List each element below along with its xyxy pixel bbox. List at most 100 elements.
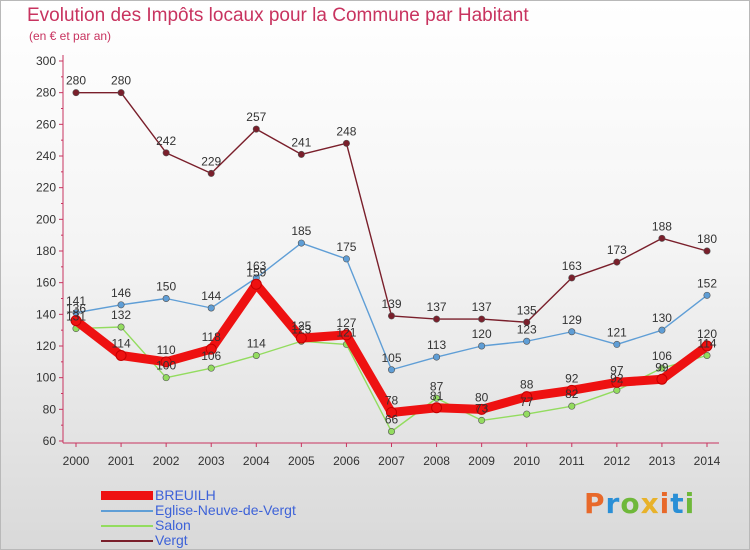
proxiti-logo: Proxiti bbox=[584, 487, 695, 520]
data-point bbox=[613, 386, 621, 394]
data-label: 136 bbox=[66, 302, 86, 316]
x-tick-label: 2013 bbox=[649, 454, 676, 468]
x-tick-label: 2003 bbox=[198, 454, 225, 468]
logo-letter: i bbox=[659, 487, 671, 520]
data-point bbox=[386, 407, 397, 418]
data-point bbox=[478, 342, 486, 350]
x-tick-label: 2005 bbox=[288, 454, 315, 468]
data-point bbox=[476, 403, 488, 415]
x-tick-label: 2000 bbox=[63, 454, 90, 468]
legend-item-vergt: Vergt bbox=[101, 533, 361, 548]
data-point bbox=[703, 291, 711, 299]
data-label: 280 bbox=[111, 74, 131, 88]
data-label: 125 bbox=[291, 319, 311, 333]
data-point bbox=[340, 329, 352, 341]
data-label: 127 bbox=[336, 316, 356, 330]
data-point bbox=[523, 337, 531, 345]
data-label: 163 bbox=[246, 259, 266, 273]
y-tick-label: 60 bbox=[43, 434, 57, 448]
chart-title: Evolution des Impôts locaux pour la Comm… bbox=[27, 5, 529, 26]
y-tick-label: 180 bbox=[36, 244, 56, 258]
data-point bbox=[207, 169, 215, 177]
data-point bbox=[568, 402, 576, 410]
data-point bbox=[613, 258, 621, 266]
data-label: 123 bbox=[291, 322, 311, 336]
data-label: 121 bbox=[336, 325, 356, 339]
data-point bbox=[568, 328, 576, 336]
x-tick-label: 2012 bbox=[604, 454, 631, 468]
data-label: 242 bbox=[156, 134, 176, 148]
y-tick-label: 300 bbox=[36, 54, 56, 68]
data-point bbox=[250, 278, 262, 290]
data-point bbox=[297, 239, 305, 247]
data-label: 87 bbox=[430, 379, 444, 393]
data-label: 229 bbox=[201, 154, 221, 168]
data-point bbox=[342, 255, 350, 263]
y-tick-label: 80 bbox=[43, 402, 57, 416]
data-label: 257 bbox=[246, 110, 266, 124]
data-label: 129 bbox=[562, 313, 582, 327]
data-point bbox=[568, 274, 576, 282]
data-label: 120 bbox=[697, 327, 717, 341]
data-point bbox=[433, 394, 441, 402]
data-label: 106 bbox=[201, 349, 221, 363]
logo-letter: P bbox=[584, 487, 606, 520]
y-tick-label: 260 bbox=[36, 117, 56, 131]
data-label: 248 bbox=[336, 124, 356, 138]
data-label: 175 bbox=[336, 240, 356, 254]
data-label: 280 bbox=[66, 74, 86, 88]
x-tick-label: 2004 bbox=[243, 454, 270, 468]
data-label: 141 bbox=[66, 294, 86, 308]
data-point bbox=[342, 139, 350, 147]
x-tick-label: 2006 bbox=[333, 454, 360, 468]
data-point bbox=[160, 356, 172, 368]
x-tick-label: 2001 bbox=[108, 454, 135, 468]
x-tick-label: 2007 bbox=[378, 454, 405, 468]
data-point bbox=[387, 312, 395, 320]
data-label: 144 bbox=[201, 289, 221, 303]
data-point bbox=[162, 294, 170, 302]
data-point bbox=[72, 89, 80, 97]
data-label: 92 bbox=[565, 371, 579, 385]
legend: BREUILH Eglise-Neuve-de-Vergt Salon Verg… bbox=[101, 488, 361, 548]
data-label: 97 bbox=[610, 363, 624, 377]
data-label: 78 bbox=[385, 394, 399, 408]
data-point bbox=[433, 315, 441, 323]
legend-label: Salon bbox=[155, 517, 191, 533]
legend-label: BREUILH bbox=[155, 487, 216, 503]
data-label: 123 bbox=[517, 322, 537, 336]
data-label: 131 bbox=[66, 310, 86, 324]
x-tick-label: 2011 bbox=[559, 454, 585, 468]
data-label: 99 bbox=[655, 360, 669, 374]
data-point bbox=[658, 326, 666, 334]
data-point bbox=[162, 374, 170, 382]
legend-item-breuilh: BREUILH bbox=[101, 488, 361, 503]
x-tick-label: 2002 bbox=[153, 454, 180, 468]
data-point bbox=[207, 304, 215, 312]
data-label: 88 bbox=[520, 378, 534, 392]
y-tick-label: 200 bbox=[36, 212, 56, 226]
data-label: 152 bbox=[697, 276, 717, 290]
data-label: 132 bbox=[111, 308, 131, 322]
legend-swatch bbox=[101, 540, 153, 542]
data-point bbox=[207, 364, 215, 372]
logo-letter: o bbox=[620, 487, 641, 520]
data-point bbox=[611, 376, 623, 388]
data-point bbox=[703, 247, 711, 255]
data-label: 139 bbox=[381, 297, 401, 311]
y-tick-label: 220 bbox=[36, 181, 56, 195]
data-label: 110 bbox=[157, 343, 176, 357]
x-tick-label: 2014 bbox=[694, 454, 721, 468]
data-label: 130 bbox=[652, 311, 672, 325]
data-point bbox=[117, 301, 125, 309]
data-point bbox=[431, 402, 443, 414]
data-label: 92 bbox=[610, 371, 624, 385]
legend-swatch bbox=[101, 510, 153, 512]
data-label: 241 bbox=[291, 135, 311, 149]
data-label: 105 bbox=[381, 351, 401, 365]
data-point bbox=[297, 150, 305, 158]
data-label: 66 bbox=[385, 413, 399, 427]
logo-letter: r bbox=[605, 487, 621, 520]
